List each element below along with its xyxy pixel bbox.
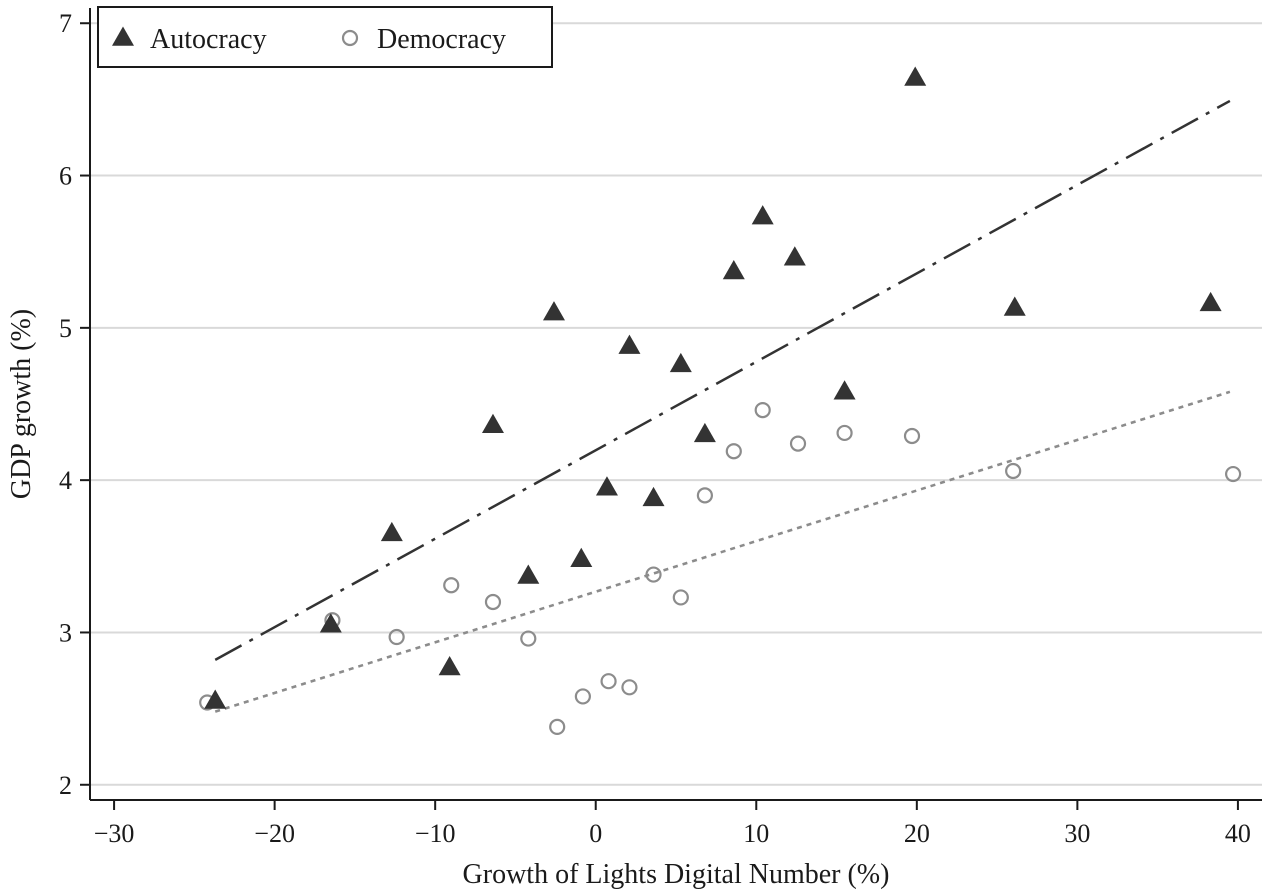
x-tick-label: 30 <box>1064 819 1090 848</box>
democracy-point <box>621 679 638 696</box>
y-axis-title: GDP growth (%) <box>6 309 37 499</box>
democracy-point <box>696 487 713 504</box>
fit-lines <box>214 99 1231 713</box>
autocracy-point <box>751 205 774 225</box>
democracy-point <box>520 630 537 647</box>
autocracy-point <box>904 66 927 86</box>
democracy-point <box>789 435 807 452</box>
y-tick-label: 2 <box>59 771 72 800</box>
autocracy-point <box>833 380 856 400</box>
legend-democracy-marker <box>341 29 359 47</box>
democracy-point <box>903 427 921 445</box>
democracy-point <box>645 566 662 583</box>
y-tick-label: 7 <box>59 9 72 38</box>
legend-label: Autocracy <box>150 24 267 55</box>
legend-box <box>97 6 553 68</box>
y-tick-label: 3 <box>59 618 72 647</box>
democracy-point <box>725 443 742 460</box>
autocracy-point <box>204 689 227 709</box>
y-tick-label: 6 <box>59 162 72 191</box>
autocracy-point <box>1003 296 1026 316</box>
democracy-point <box>600 673 617 690</box>
democracy-point <box>484 593 502 611</box>
x-tick-label: −10 <box>415 819 456 848</box>
y-tick-label: 5 <box>59 314 72 343</box>
x-tick-label: 40 <box>1225 819 1251 848</box>
legend-autocracy-marker <box>112 26 134 46</box>
data-points <box>199 66 1242 735</box>
autocracy-point <box>570 547 593 568</box>
x-axis-title: Growth of Lights Digital Number (%) <box>463 859 890 890</box>
democracy-point <box>754 401 771 419</box>
autocracy-point <box>438 655 461 676</box>
x-tick-label: −20 <box>254 819 295 848</box>
autocracy-point <box>1199 291 1222 312</box>
axes <box>89 8 1262 801</box>
democracy-point <box>1005 462 1022 480</box>
autocracy-point <box>642 486 665 507</box>
democracy-point <box>388 628 405 646</box>
autocracy-point <box>595 476 618 496</box>
democracy-point <box>443 577 460 594</box>
fit-line <box>214 390 1231 713</box>
autocracy-point <box>481 413 504 434</box>
legend: Autocracy Democracy <box>97 6 553 68</box>
autocracy-point <box>380 521 403 542</box>
autocracy-point <box>319 613 342 633</box>
democracy-point <box>1225 465 1242 483</box>
y-tick-label: 4 <box>59 466 72 495</box>
autocracy-point <box>722 259 745 280</box>
autocracy-point <box>669 352 692 373</box>
democracy-point <box>672 589 689 606</box>
autocracy-point <box>618 334 641 354</box>
x-tick-label: 0 <box>589 819 602 848</box>
autocracy-point <box>517 564 540 584</box>
fit-line <box>214 99 1231 661</box>
democracy-point <box>574 688 591 705</box>
democracy-point <box>836 424 853 442</box>
autocracy-point <box>783 246 806 266</box>
autocracy-point <box>542 301 565 321</box>
x-tick-label: −30 <box>94 819 135 848</box>
autocracy-point <box>693 422 716 443</box>
ticks: −30 −20 −10 0 10 20 30 40 2 3 4 5 6 7 <box>59 9 1251 848</box>
democracy-point <box>549 718 566 735</box>
x-tick-label: 20 <box>904 819 930 848</box>
x-tick-label: 10 <box>743 819 769 848</box>
legend-label: Democracy <box>377 24 506 55</box>
